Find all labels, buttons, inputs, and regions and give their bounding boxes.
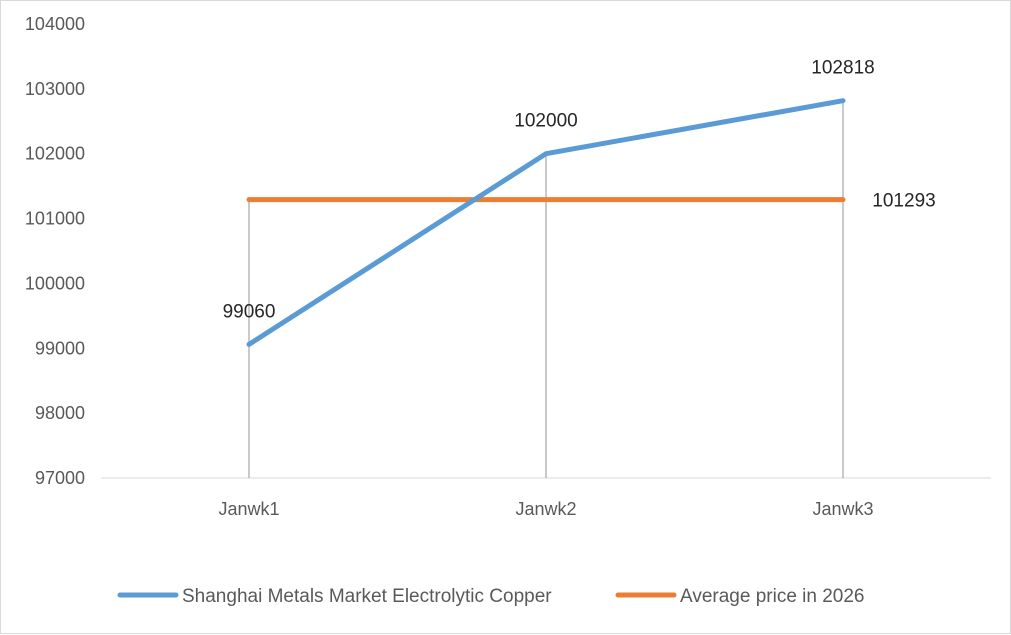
legend-label-average: Average price in 2026 [680,586,865,607]
legend: Shanghai Metals Market Electrolytic Copp… [117,586,865,607]
y-tick-label: 103000 [25,79,85,99]
series-line-copper [246,98,846,347]
y-tick-label: 102000 [25,144,85,164]
x-tick-label: Janwk2 [515,499,576,519]
data-label: 99060 [223,301,276,322]
x-axis: Janwk1 Janwk2 Janwk3 [101,477,991,519]
x-tick-label: Janwk1 [218,499,279,519]
y-tick-label: 100000 [25,273,85,293]
y-tick-label: 99000 [35,338,85,358]
y-tick-label: 101000 [25,209,85,229]
y-tick-label: 98000 [35,403,85,423]
y-tick-label: 97000 [35,468,85,488]
drop-lines [248,100,844,478]
data-label: 102818 [811,58,874,79]
data-labels: 99060 102000 102818 101293 [223,58,936,323]
legend-label-copper: Shanghai Metals Market Electrolytic Copp… [182,586,552,607]
data-label-average: 101293 [872,191,935,212]
x-tick-label: Janwk3 [812,499,873,519]
y-tick-label: 104000 [25,14,85,34]
series-lines [246,98,846,347]
y-axis-ticks: 97000 98000 99000 100000 101000 102000 103000 1… [25,14,85,488]
data-label: 102000 [514,111,577,132]
